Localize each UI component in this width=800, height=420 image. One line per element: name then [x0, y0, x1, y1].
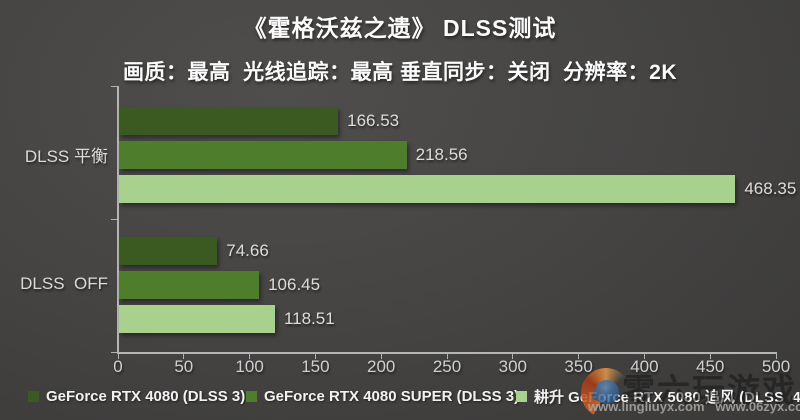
category-label-1: DLSS OFF: [20, 274, 108, 293]
x-axis-tick: [709, 353, 711, 359]
x-axis-tick: [578, 353, 580, 359]
x-axis-tick: [314, 353, 316, 359]
category-label-0: DLSS 平衡: [24, 147, 108, 166]
legend-label: 耕升 GeForce RTX 5080 追风 (DLSS 4): [534, 388, 800, 406]
y-axis-tick: [111, 219, 117, 220]
bar-value-label: 468.35: [744, 179, 797, 198]
x-axis-tick: [249, 353, 251, 359]
y-axis-line: [117, 86, 119, 353]
x-axis-tick-label: 50: [174, 357, 194, 376]
legend-item-0: GeForce RTX 4080 (DLSS 3): [28, 387, 246, 405]
x-axis-tick: [446, 353, 448, 359]
bar-value-label: 118.51: [283, 309, 335, 328]
x-axis-tick-label: 400: [630, 357, 659, 376]
x-axis-tick-label: 150: [301, 357, 330, 376]
x-axis-tick-label: 100: [235, 357, 264, 376]
bar-DLSS 平衡-series-1: [119, 141, 407, 169]
chart-title: 《霍格沃兹之遗》 DLSS测试: [243, 15, 557, 41]
bar-DLSS OFF-series-1: [119, 271, 260, 299]
legend-label: GeForce RTX 4080 SUPER (DLSS 3): [264, 387, 520, 405]
bar-DLSS OFF-series-0: [119, 237, 218, 265]
y-axis-tick: [111, 86, 117, 87]
y-axis-tick: [111, 352, 117, 353]
x-axis-tick-label: 500: [761, 357, 791, 376]
x-axis-tick-label: 300: [498, 357, 527, 376]
x-axis-tick-label: 200: [367, 357, 396, 376]
legend-swatch-icon: [28, 390, 39, 402]
bar-DLSS OFF-series-2: [119, 305, 275, 333]
x-axis-tick: [183, 353, 185, 359]
legend-swatch-icon: [516, 390, 527, 402]
bar-value-label: 218.56: [415, 145, 468, 164]
x-axis-tick: [380, 353, 382, 359]
x-axis-tick-label: 250: [432, 357, 462, 376]
x-axis-tick: [775, 353, 777, 359]
legend-label: GeForce RTX 4080 (DLSS 3): [46, 387, 246, 405]
bar-value-label: 74.66: [226, 241, 269, 260]
x-axis-tick-label: 350: [564, 357, 593, 376]
x-axis-tick: [117, 353, 119, 359]
bar-value-label: 166.53: [347, 111, 400, 130]
x-axis-tick: [643, 353, 645, 359]
legend-item-2: 耕升 GeForce RTX 5080 追风 (DLSS 4): [516, 388, 800, 406]
bar-DLSS 平衡-series-2: [119, 175, 736, 203]
legend-swatch-icon: [246, 390, 257, 402]
chart-subtitle: 画质：最高 光线追踪：最高 垂直同步：关闭 分辨率：2K: [122, 61, 677, 84]
x-axis-tick-label: 450: [696, 357, 725, 376]
x-axis-tick-label: 0: [113, 357, 123, 376]
bar-value-label: 106.45: [268, 275, 321, 294]
legend-item-1: GeForce RTX 4080 SUPER (DLSS 3): [246, 387, 520, 405]
x-axis-tick: [512, 353, 514, 359]
bar-DLSS 平衡-series-0: [119, 107, 339, 135]
